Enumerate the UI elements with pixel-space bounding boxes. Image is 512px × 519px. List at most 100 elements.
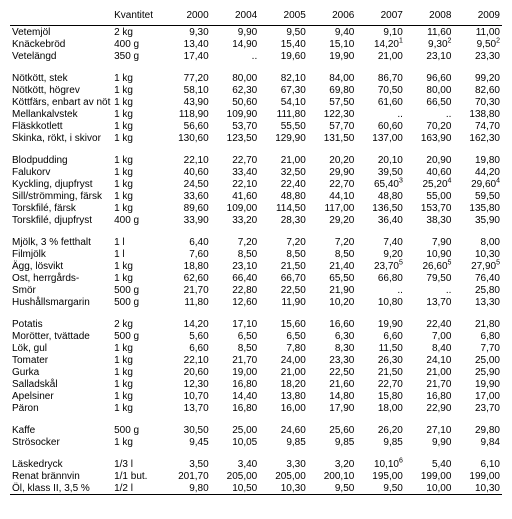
row-label: Kaffe: [10, 424, 112, 436]
row-value: 7,00: [405, 330, 454, 342]
row-value: 8,50: [211, 248, 260, 260]
table-row: Torskfilé, färsk1 kg89,60109,00114,50117…: [10, 202, 502, 214]
row-value: 23,10: [211, 260, 260, 272]
row-value: 9,85: [308, 436, 357, 448]
row-value: 22,50: [259, 284, 308, 296]
row-value: 13,30: [453, 296, 502, 308]
table-row: Öl, klass II, 3,5 %1/2 l9,8010,5010,309,…: [10, 482, 502, 495]
row-value: 22,90: [405, 402, 454, 414]
table-row: Blodpudding1 kg22,1022,7021,0020,2020,10…: [10, 154, 502, 166]
row-value: 19,90: [308, 50, 357, 62]
row-value: 6,50: [259, 330, 308, 342]
row-label: Ägg, lösvikt: [10, 260, 112, 272]
row-value: 10,05: [211, 436, 260, 448]
row-value: 17,40: [162, 50, 211, 62]
row-value: 65,50: [308, 272, 357, 284]
row-qty: 1 kg: [112, 166, 162, 178]
row-value: 23,30: [453, 50, 502, 62]
row-value: 66,40: [211, 272, 260, 284]
row-label: Vetelängd: [10, 50, 112, 62]
row-label: Filmjölk: [10, 248, 112, 260]
table-row: Vetemjöl2 kg9,309,909,509,409,1011,6011,…: [10, 26, 502, 39]
row-label: Smör: [10, 284, 112, 296]
row-value: 24,50: [162, 178, 211, 190]
table-row: Sill/strömming, färsk1 kg33,6041,6048,80…: [10, 190, 502, 202]
row-value: 10,30: [453, 248, 502, 260]
table-row: Kyckling, djupfryst1 kg24,5022,1022,4022…: [10, 178, 502, 190]
row-value: 10,30: [259, 482, 308, 495]
row-value: 35,90: [453, 214, 502, 226]
row-value: 25,80: [453, 284, 502, 296]
row-qty: 1 kg: [112, 154, 162, 166]
row-value: 117,00: [308, 202, 357, 214]
table-body: Vetemjöl2 kg9,309,909,509,409,1011,6011,…: [10, 26, 502, 495]
row-value: 21,70: [405, 378, 454, 390]
row-value: 10,20: [308, 296, 357, 308]
row-value: 8,00: [453, 236, 502, 248]
row-qty: 1/3 l: [112, 458, 162, 470]
row-value: 6,40: [162, 236, 211, 248]
row-label: Vetemjöl: [10, 26, 112, 39]
row-label: Potatis: [10, 318, 112, 330]
row-value: 10,00: [405, 482, 454, 495]
row-value: 43,90: [162, 96, 211, 108]
row-value: 7,20: [211, 236, 260, 248]
row-value: 7,80: [259, 342, 308, 354]
row-qty: 1/2 l: [112, 482, 162, 495]
row-value: 10,90: [405, 248, 454, 260]
row-value: 65,403: [356, 178, 405, 190]
row-value: 9,84: [453, 436, 502, 448]
row-value: 8,30: [308, 342, 357, 354]
row-value: 199,00: [405, 470, 454, 482]
row-qty: 1 kg: [112, 108, 162, 120]
table-row: Nötkött, stek1 kg77,2080,0082,1084,0086,…: [10, 72, 502, 84]
row-value: 8,50: [308, 248, 357, 260]
table-row: Renat brännvin1/1 but.201,70205,00205,00…: [10, 470, 502, 482]
row-value: 70,20: [405, 120, 454, 132]
row-value: 19,00: [211, 366, 260, 378]
row-value: 26,20: [356, 424, 405, 436]
row-value: 130,60: [162, 132, 211, 144]
row-value: 96,60: [405, 72, 454, 84]
row-qty: 1 kg: [112, 390, 162, 402]
table-row: Strösocker1 kg9,4510,059,859,859,859,909…: [10, 436, 502, 448]
row-value: 24,10: [405, 354, 454, 366]
row-value: 23,30: [308, 354, 357, 366]
row-label: Mellankalvstek: [10, 108, 112, 120]
row-value: 79,50: [405, 272, 454, 284]
row-value: 20,60: [162, 366, 211, 378]
row-value: 14,90: [211, 38, 260, 50]
row-value: 23,705: [356, 260, 405, 272]
row-label: Tomater: [10, 354, 112, 366]
row-qty: 2 kg: [112, 26, 162, 39]
row-value: 17,90: [308, 402, 357, 414]
row-value: 12,30: [162, 378, 211, 390]
row-value: 23,70: [453, 402, 502, 414]
row-qty: 1 l: [112, 236, 162, 248]
row-value: 24,00: [259, 354, 308, 366]
row-qty: 500 g: [112, 296, 162, 308]
table-row: Lök, gul1 kg6,608,507,808,3011,508,407,7…: [10, 342, 502, 354]
table-row: Morötter, tvättade500 g5,606,506,506,306…: [10, 330, 502, 342]
row-value: 62,30: [211, 84, 260, 96]
row-value: ..: [405, 108, 454, 120]
header-blank: [10, 8, 112, 26]
row-value: 123,50: [211, 132, 260, 144]
table-row: Filmjölk1 l7,608,508,508,509,2010,9010,3…: [10, 248, 502, 260]
row-value: 111,80: [259, 108, 308, 120]
row-value: 11,80: [162, 296, 211, 308]
row-value: 3,50: [162, 458, 211, 470]
row-value: 200,10: [308, 470, 357, 482]
row-qty: 400 g: [112, 214, 162, 226]
row-value: 29,90: [308, 166, 357, 178]
row-value: 10,50: [211, 482, 260, 495]
row-value: 9,85: [356, 436, 405, 448]
row-value: 13,40: [162, 38, 211, 50]
row-value: 9,90: [405, 436, 454, 448]
row-value: 17,00: [453, 390, 502, 402]
row-value: 27,10: [405, 424, 454, 436]
row-qty: 1 kg: [112, 190, 162, 202]
row-label: Mjölk, 3 % fetthalt: [10, 236, 112, 248]
table-row: Tomater1 kg22,1021,7024,0023,3026,3024,1…: [10, 354, 502, 366]
row-value: 7,70: [453, 342, 502, 354]
